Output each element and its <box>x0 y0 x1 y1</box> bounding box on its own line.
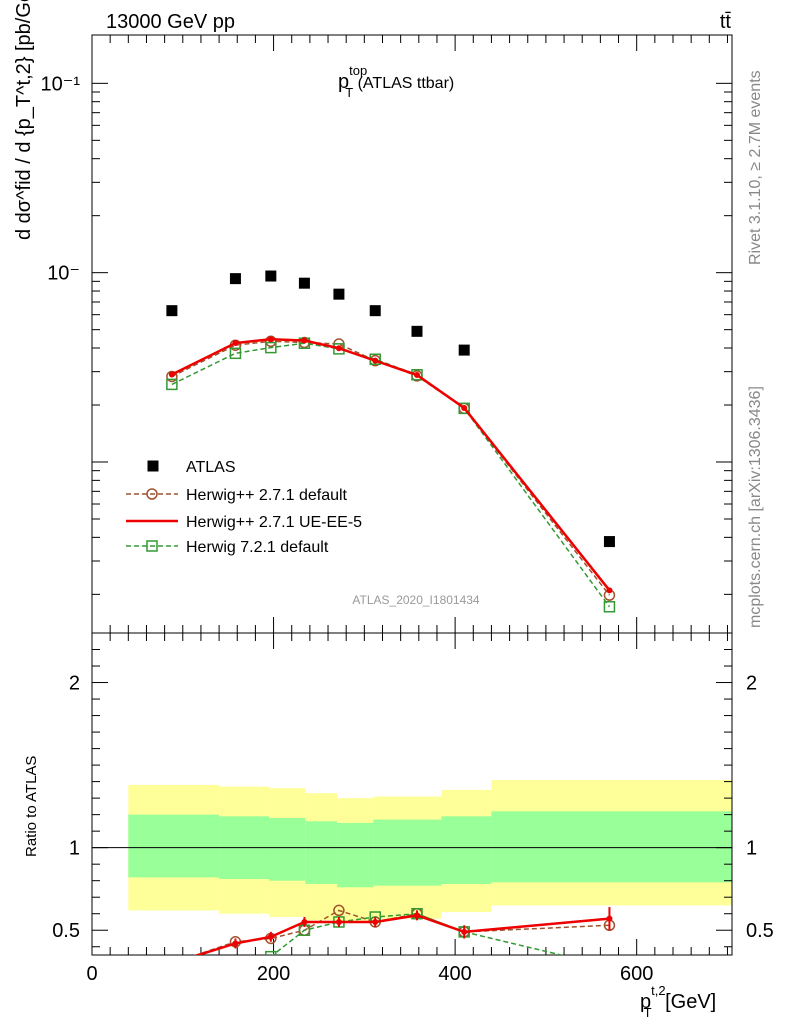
main-y-axis-label-text: d dσ^fid / d {p_T^t,2} [pb/GeV] <box>13 0 35 240</box>
plot-title: ptop T (ATLAS ttbar) <box>338 63 454 100</box>
ratio-point-herwig-2-7-1-default <box>167 958 177 968</box>
legend-marker-herwig-2-7-1-default <box>146 488 158 500</box>
ratio-y-tick-label: 0.5 <box>52 920 80 942</box>
ratio-plot-panel: 0 200 400 600 0.5 0.5 1 1 2 2 <box>52 632 774 988</box>
main-line-herwig-2-7-1-default <box>171 340 611 596</box>
inner-band-segment <box>441 816 492 884</box>
x-axis-label-main: p <box>640 991 651 1013</box>
legend: ATLAS Herwig++ 2.7.1 default Herwig++ 2.7.… <box>126 459 362 556</box>
inner-band-segment <box>305 821 338 884</box>
main-point-herwig-2-7-1-ue-ee-5 <box>606 587 613 594</box>
ratio-point-herwig-2-7-1-ue-ee-5 <box>232 940 239 947</box>
main-point-herwig-2-7-1-ue-ee-5 <box>372 357 379 364</box>
legend-label-herwig-7-2-1-default: Herwig 7.2.1 default <box>186 539 329 556</box>
plot-title-main: p <box>338 71 349 93</box>
ratio-point-herwig-7-2-1-default <box>230 971 240 981</box>
ratio-frame <box>91 632 733 956</box>
ratio-y-tick-label-right: 2 <box>746 673 757 695</box>
ratio-point-herwig-2-7-1-ue-ee-5 <box>372 918 379 925</box>
legend-label-herwig-2-7-1-ue-ee-5: Herwig++ 2.7.1 UE-EE-5 <box>186 514 362 531</box>
main-point-atlas <box>369 305 381 317</box>
main-point-herwig-7-2-1-default <box>603 601 616 613</box>
ratio-point-herwig-7-2-1-default <box>167 978 177 988</box>
main-point-atlas <box>458 344 470 356</box>
main-point-herwig-2-7-1-ue-ee-5 <box>168 371 175 378</box>
ratio-point-herwig-2-7-1-ue-ee-5 <box>301 918 308 925</box>
uncertainty-bands <box>128 779 732 922</box>
main-point-herwig-2-7-1-ue-ee-5 <box>267 336 274 343</box>
main-point-herwig-2-7-1-ue-ee-5 <box>301 337 308 344</box>
ratio-point-herwig-2-7-1-ue-ee-5 <box>413 912 420 919</box>
main-point-herwig-7-2-1-default <box>229 347 242 360</box>
ratio-point-herwig-2-7-1-ue-ee-5 <box>267 933 274 940</box>
inner-band-segment <box>269 817 306 881</box>
main-point-herwig-7-2-1-default <box>265 341 277 354</box>
plot-title-rest: (ATLAS ttbar) <box>353 75 454 92</box>
x-tick-label: 600 <box>620 963 653 985</box>
x-axis-label: pt,2 T [GeV] <box>640 983 716 1020</box>
ratio-point-herwig-7-2-1-default <box>604 962 614 972</box>
ratio-y-tick-label: 1 <box>69 838 80 860</box>
ratio-y-tick-label-right: 0.5 <box>746 920 774 942</box>
main-plot-panel: 10⁻¹ 10⁻ ATLAS Herwig++ 2.7.1 default Herwig… <box>41 34 733 634</box>
ratio-point-herwig-7-2-1-default <box>265 950 277 955</box>
x-tick-label: 200 <box>257 963 290 985</box>
main-point-atlas <box>333 288 345 300</box>
legend-marker-herwig-7-2-1-default <box>146 540 158 552</box>
main-point-herwig-2-7-1-ue-ee-5 <box>232 340 239 347</box>
ratio-line-herwig-2-7-1-ue-ee-5 <box>194 914 610 955</box>
x-tick-label: 400 <box>438 963 471 985</box>
inner-band-segment <box>128 814 220 878</box>
ratio-point-herwig-2-7-1-ue-ee-5 <box>606 915 613 922</box>
main-y-tick-label: 10⁻ <box>47 263 80 285</box>
main-point-atlas <box>229 273 241 285</box>
plot-title-sup: top <box>349 63 367 78</box>
ratio-y-axis-label: Ratio to ATLAS <box>23 756 40 857</box>
ratio-point-herwig-2-7-1-default <box>333 904 345 917</box>
inner-band-segment <box>491 811 732 883</box>
mcplots-label: mcplots.cern.ch [arXiv:1306.3436] <box>747 386 764 628</box>
main-point-atlas <box>298 277 310 289</box>
ratio-y-tick-label: 2 <box>69 673 80 695</box>
main-series-group <box>166 270 616 613</box>
main-line-herwig-7-2-1-default <box>171 342 611 608</box>
ratio-point-herwig-2-7-1-ue-ee-5 <box>461 928 468 935</box>
x-axis-label-sub: T <box>644 1005 652 1020</box>
main-point-herwig-2-7-1-ue-ee-5 <box>413 372 420 379</box>
main-point-herwig-7-2-1-default <box>458 402 470 415</box>
main-point-atlas <box>603 536 615 548</box>
ratio-point-herwig-2-7-1-ue-ee-5 <box>335 918 342 925</box>
main-point-atlas <box>166 305 178 317</box>
rivet-label: Rivet 3.1.10, ≥ 2.7M events <box>747 70 764 265</box>
main-point-herwig-7-2-1-default <box>411 368 423 381</box>
plot-title-sub: T <box>345 85 353 100</box>
inner-band-segment <box>373 819 442 886</box>
inner-band-segment <box>337 822 374 888</box>
legend-marker-atlas <box>147 460 159 472</box>
ratio-series-group <box>167 904 616 988</box>
legend-label-herwig-2-7-1-default: Herwig++ 2.7.1 default <box>186 487 348 504</box>
ratio-point-herwig-2-7-1-ue-ee-5 <box>169 960 175 966</box>
main-point-herwig-7-2-1-default <box>166 378 178 391</box>
analysis-id: ATLAS_2020_I1801434 <box>352 593 480 607</box>
energy-label: 13000 GeV pp <box>106 11 235 33</box>
main-point-atlas <box>265 270 277 282</box>
main-point-herwig-2-7-1-ue-ee-5 <box>461 404 468 411</box>
x-tick-label: 0 <box>86 963 97 985</box>
legend-label-atlas: ATLAS <box>186 459 236 476</box>
main-point-atlas <box>411 325 423 337</box>
x-axis-label-sup: t,2 <box>651 983 665 998</box>
x-axis-label-rest: [GeV] <box>660 991 717 1013</box>
ratio-y-tick-label-right: 1 <box>746 838 757 860</box>
main-point-herwig-2-7-1-ue-ee-5 <box>335 345 342 352</box>
main-y-tick-label: 10⁻¹ <box>41 73 81 95</box>
main-y-axis-label: d dσ^fid / d {p_T^t,2} [pb/GeV] <box>13 0 35 240</box>
process-label: tt̄ <box>720 11 732 33</box>
